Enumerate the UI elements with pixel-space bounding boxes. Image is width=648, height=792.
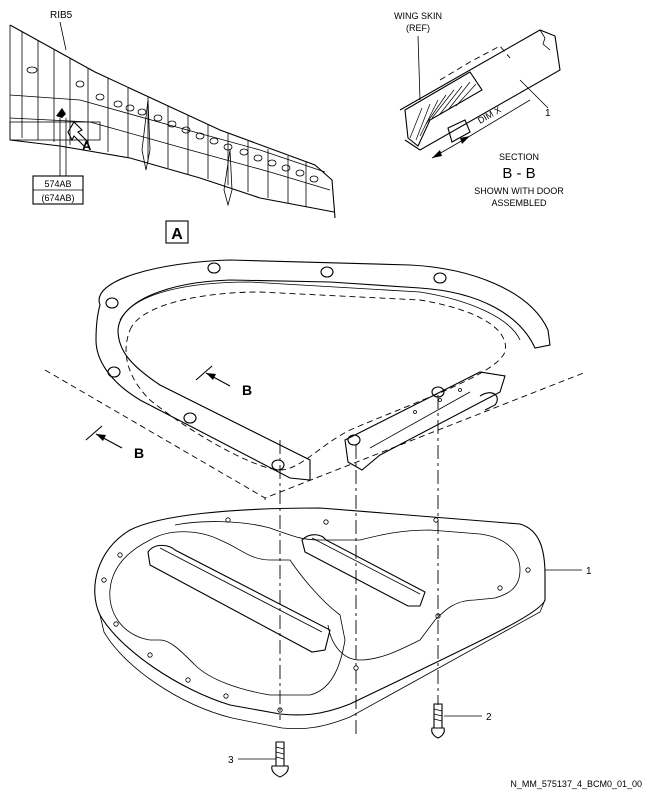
wing-skin-label: WING SKIN <box>394 11 442 21</box>
panel-ref-alternate: (674AB) <box>41 193 74 203</box>
access-holes <box>26 66 319 183</box>
detail-view-label: A <box>171 226 183 243</box>
view-callout: A <box>82 138 92 153</box>
view-a-arrow <box>67 121 89 147</box>
panel-ref-primary: 574AB <box>44 179 71 189</box>
view-label-box <box>165 220 189 244</box>
section-arrow-upper: B <box>195 365 252 398</box>
wing-plan-view: RIB5 A 574AB (674AB) <box>9 10 336 219</box>
section-name: B - B <box>502 165 535 182</box>
detail-view-a: A <box>44 220 592 778</box>
callout-2-label: 2 <box>486 712 492 723</box>
dim-x-label: DIM X <box>476 105 503 126</box>
section-item-number: 1 <box>545 108 551 119</box>
door-plate-holes <box>101 517 531 713</box>
section-title: SECTION <box>499 152 539 162</box>
callout-3-label: 3 <box>228 755 234 766</box>
section-arrow-lower: B <box>85 425 144 461</box>
frame-nutplates <box>105 262 447 471</box>
screw-item-3: 3 <box>228 741 289 778</box>
wing-ribs <box>21 31 307 207</box>
screw-item-2: 2 <box>431 703 492 739</box>
rib-label: RIB5 <box>50 10 73 21</box>
skin-hatching <box>404 71 483 147</box>
section-b-b-view: WING SKIN (REF) DIM X 1 SECTION B - B <box>394 11 564 208</box>
wing-skin-ref: (REF) <box>406 23 430 33</box>
access-door-marker <box>56 108 66 118</box>
section-note-line1: SHOWN WITH DOOR <box>474 186 564 196</box>
callout-1-label: 1 <box>586 566 592 577</box>
door-frame <box>95 259 551 481</box>
section-arrow-lower-label: B <box>134 445 144 461</box>
drawing-id: N_MM_575137_4_BCM0_01_00 <box>510 779 642 789</box>
panel-reference-box: 574AB (674AB) <box>32 175 84 205</box>
door-plate <box>94 507 546 730</box>
section-note-line2: ASSEMBLED <box>491 198 547 208</box>
section-arrow-upper-label: B <box>242 382 252 398</box>
